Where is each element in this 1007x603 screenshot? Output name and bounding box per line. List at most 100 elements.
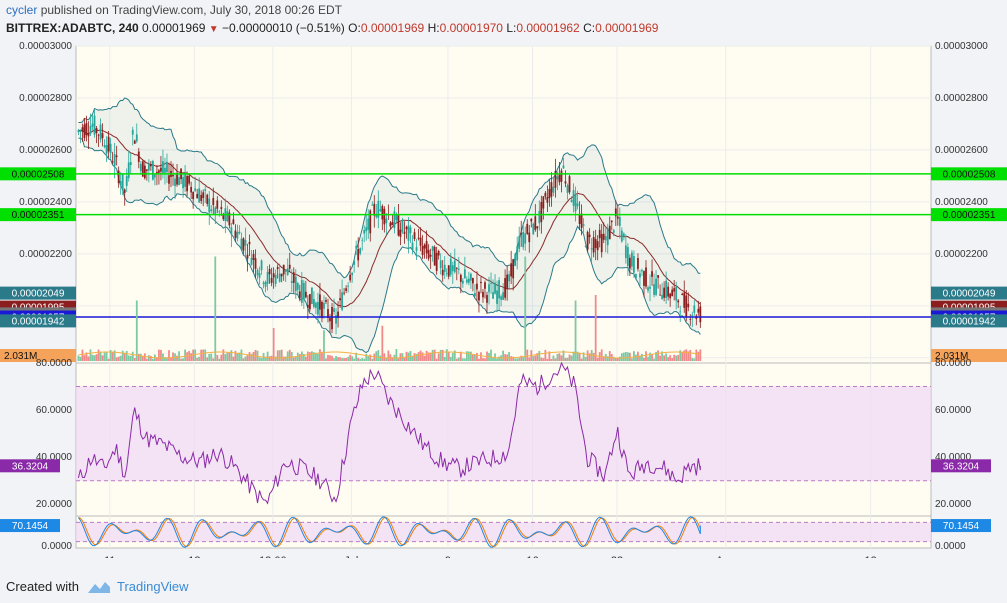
- high-label: H:: [427, 21, 440, 35]
- volume-bar: [117, 356, 120, 361]
- volume-bar: [681, 352, 684, 361]
- candle-body: [401, 220, 404, 232]
- volume-bar: [677, 354, 680, 361]
- candle-body: [558, 173, 561, 183]
- candle-body: [546, 196, 549, 203]
- candle-body: [315, 302, 317, 308]
- candle-body: [266, 271, 269, 284]
- volume-bar: [476, 352, 478, 361]
- candle-body: [488, 284, 490, 293]
- candle-body: [349, 274, 352, 281]
- volume-bar: [180, 358, 182, 361]
- tradingview-link[interactable]: TradingView: [116, 579, 189, 594]
- price-pane[interactable]: [75, 45, 932, 364]
- volume-bar: [417, 352, 420, 361]
- close-label: C:: [583, 21, 596, 35]
- volume-bar: [490, 349, 492, 361]
- volume-bar: [693, 358, 696, 361]
- volume-bar: [129, 355, 132, 361]
- candle-body: [127, 162, 130, 179]
- volume-bar: [156, 357, 158, 361]
- volume-bar: [123, 352, 126, 361]
- volume-bar: [246, 354, 249, 361]
- candle-body: [381, 206, 384, 220]
- candle-body: [486, 295, 488, 303]
- volume-bar: [647, 356, 649, 361]
- candle-body: [409, 227, 412, 234]
- candle-body: [455, 267, 458, 269]
- candle-body: [602, 233, 605, 240]
- volume-bar: [218, 358, 221, 361]
- candle-body: [335, 315, 337, 324]
- volume-bar: [282, 356, 285, 361]
- volume-bar: [689, 349, 692, 361]
- price-label-right: 0.00002049: [943, 289, 996, 300]
- candle-body: [339, 298, 341, 301]
- volume-bar: [319, 349, 321, 361]
- volume-bar: [83, 355, 86, 361]
- volume-bar: [614, 358, 617, 361]
- candle-body: [190, 186, 193, 193]
- candle-body: [425, 241, 428, 254]
- author-link[interactable]: cycler: [6, 3, 38, 17]
- volume-bar: [691, 357, 694, 361]
- time-axis[interactable]: [76, 548, 931, 558]
- volume-bar: [317, 353, 319, 361]
- price-label-left-bg: [0, 286, 76, 300]
- candle-body: [158, 170, 160, 173]
- volume-bar: [308, 352, 311, 361]
- candle-body: [512, 259, 515, 279]
- bollinger-basis: [78, 129, 701, 308]
- candle-body: [580, 213, 583, 228]
- candle-body: [562, 165, 565, 169]
- candle-body: [117, 170, 120, 184]
- rsi-tick-left: 20.0000: [36, 499, 73, 510]
- volume-bar: [558, 353, 561, 361]
- volume-bar: [238, 352, 241, 361]
- volume-bar: [508, 352, 511, 361]
- volume-bar: [391, 357, 394, 361]
- volume-bar: [286, 351, 289, 361]
- rsi-tick-right: 80.0000: [935, 358, 972, 369]
- price-label-right: 0.00002508: [943, 169, 996, 180]
- candle-body: [240, 238, 243, 250]
- volume-bar: [373, 353, 376, 361]
- trading-chart[interactable]: 0.00003000 0.00003000 0.00002800 0.00002800…: [0, 38, 1007, 558]
- volume-bar: [606, 356, 609, 361]
- candle-body: [341, 292, 343, 310]
- candle-body: [445, 272, 448, 274]
- candle-body: [389, 222, 392, 227]
- volume-label-left: 2.031M: [4, 351, 37, 362]
- candle-body: [522, 231, 525, 248]
- volume-bar: [226, 352, 229, 361]
- candle-body: [268, 269, 271, 275]
- candle-body: [244, 240, 247, 246]
- candle-body: [635, 274, 637, 279]
- volume-bar: [645, 351, 647, 361]
- volume-bar: [641, 354, 643, 361]
- volume-bar: [463, 358, 466, 361]
- candle-body: [586, 231, 589, 250]
- volume-bar: [365, 353, 368, 361]
- price-tick-left: 0.00002800: [19, 93, 72, 104]
- candle-body: [550, 182, 553, 197]
- volume-bar: [151, 358, 154, 361]
- volume-bar: [405, 351, 408, 361]
- candle-body: [598, 229, 601, 239]
- volume-bar: [220, 354, 223, 361]
- candle-body: [457, 268, 460, 270]
- candle-body: [101, 133, 104, 138]
- price-label-left-bg: [0, 314, 76, 328]
- candle-body: [306, 304, 309, 308]
- stoch-label-left-bg: [0, 519, 60, 533]
- price-tick-right: 0.00002600: [935, 145, 988, 156]
- volume-bar: [580, 358, 583, 361]
- volume-bar: [457, 357, 460, 361]
- volume-bar: [327, 354, 329, 361]
- candle-body: [530, 218, 533, 222]
- price-label-right-bg: [931, 286, 1007, 300]
- candle-body: [198, 188, 201, 203]
- volume-bar: [695, 349, 698, 361]
- candle-body: [576, 203, 579, 207]
- candle-body: [624, 245, 627, 259]
